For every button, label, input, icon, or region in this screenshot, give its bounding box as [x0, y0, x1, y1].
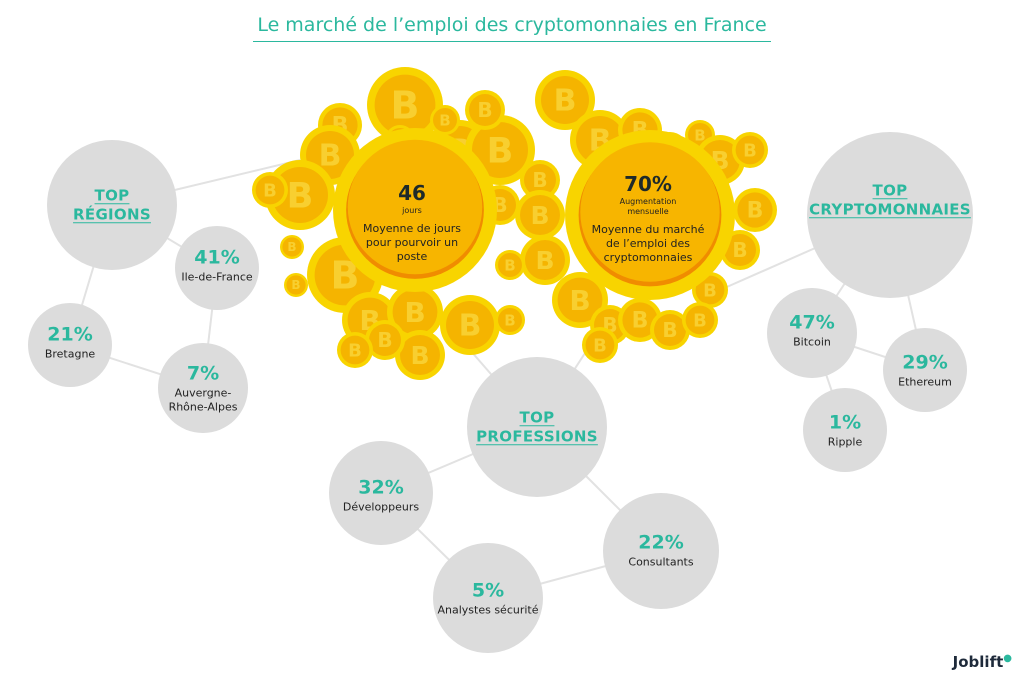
- coin-face: [374, 74, 436, 136]
- coin-face: [654, 314, 686, 346]
- coin-face: [392, 289, 438, 335]
- stat-bubble: [883, 328, 967, 412]
- coin-face: [369, 324, 401, 356]
- stat-bubble: [329, 441, 433, 545]
- joblift-logo: Joblift●: [952, 653, 1012, 671]
- stat-bubble: [603, 493, 719, 609]
- bitcoin-icon: B: [319, 139, 342, 174]
- bitcoin-icon: B: [263, 180, 277, 201]
- bitcoin-icon: B: [747, 199, 764, 224]
- bitcoin-icon: B: [694, 126, 705, 144]
- growth-stat: 70% Augmentation mensuelle Moyenne du marc…: [591, 171, 705, 264]
- bitcoin-icon: B: [410, 341, 429, 370]
- stat-bubble: [803, 388, 887, 472]
- bitcoin-icon: B: [743, 140, 757, 161]
- professions-heading: TOP PROFESSIONS: [476, 408, 598, 445]
- page-title: Le marché de l’emploi des cryptomonnaies…: [0, 14, 1024, 42]
- stat-bubble: [158, 343, 248, 433]
- bitcoin-icon: B: [487, 131, 514, 171]
- stat-bubble: [807, 132, 973, 298]
- big-coin-face: [580, 142, 720, 282]
- region-ile-de-france: 41% Ile-de-France: [181, 246, 253, 283]
- bitcoin-icon: B: [569, 284, 590, 317]
- bitcoin-icon: B: [732, 238, 747, 262]
- bitcoin-icon: B: [504, 311, 515, 329]
- cryptos-heading: TOP CRYPTOMONNAIES: [809, 181, 971, 218]
- coin-face: [724, 234, 756, 266]
- bitcoin-icon: B: [287, 176, 314, 216]
- coin-face: [498, 308, 522, 332]
- bitcoin-icon: B: [693, 310, 707, 331]
- bitcoin-icon: B: [632, 309, 649, 334]
- coin-face: [737, 192, 773, 228]
- stat-bubble: [433, 543, 543, 653]
- bitcoin-icon: B: [703, 280, 717, 301]
- coin-face: [735, 135, 765, 165]
- bitcoin-icon: B: [377, 328, 392, 352]
- stat-bubble: [47, 140, 177, 270]
- coin-face: [520, 195, 560, 235]
- stat-bubble: [467, 357, 607, 497]
- bitcoin-icon: B: [459, 309, 482, 344]
- coin-face: [400, 335, 440, 375]
- region-auvergne: 7% Auvergne- Rhône-Alpes: [168, 362, 238, 413]
- coin-face: [585, 330, 615, 360]
- bitcoin-icon: B: [391, 83, 420, 127]
- region-bretagne: 21% Bretagne: [44, 323, 96, 360]
- regions-heading: TOP RÉGIONS: [73, 186, 151, 223]
- crypto-bitcoin: 47% Bitcoin: [789, 311, 835, 348]
- bitcoin-icon: B: [532, 168, 547, 192]
- bitcoin-icon: B: [593, 335, 607, 356]
- bitcoin-icon: B: [554, 84, 577, 119]
- coin-face: [282, 237, 302, 257]
- profession-analystes: 5% Analystes sécurité: [437, 579, 539, 616]
- coin-face: [557, 277, 603, 323]
- bitcoin-icon: B: [439, 111, 450, 129]
- bitcoin-icon: B: [662, 318, 677, 342]
- coin-face: [695, 275, 725, 305]
- bitcoin-icon: B: [530, 201, 549, 230]
- coin-face: [525, 240, 565, 280]
- coin-face: [622, 302, 658, 338]
- coin-face: [685, 305, 715, 335]
- days-stat: 46 jours Moyenne de jours pour pourvoir un…: [363, 180, 461, 263]
- bitcoin-icon: B: [535, 246, 554, 275]
- coin-face: [472, 122, 528, 178]
- title-text: Le marché de l’emploi des cryptomonnaies…: [253, 14, 771, 42]
- profession-developpeurs: 32% Développeurs: [342, 476, 420, 513]
- big-coin-face: [347, 139, 483, 275]
- profession-consultants: 22% Consultants: [628, 531, 694, 568]
- bitcoin-icon: B: [404, 296, 425, 329]
- bitcoin-icon: B: [291, 278, 300, 292]
- crypto-ripple: 1% Ripple: [827, 411, 863, 448]
- stat-bubble: [175, 226, 259, 310]
- bitcoin-icon: B: [477, 98, 492, 122]
- bitcoin-icon: B: [348, 340, 362, 361]
- coin-face: [498, 253, 522, 277]
- coin-face: [469, 94, 501, 126]
- coin-face: [433, 108, 457, 132]
- stat-bubble: [28, 303, 112, 387]
- coin-face: [272, 167, 328, 223]
- stat-bubble: [767, 288, 857, 378]
- bitcoin-icon: B: [287, 240, 296, 254]
- coin-face: [255, 175, 285, 205]
- coin-face: [524, 164, 556, 196]
- coin-face: [541, 76, 589, 124]
- coin-face: [286, 275, 306, 295]
- coin-face: [446, 301, 494, 349]
- coin-face: [340, 335, 370, 365]
- bitcoin-icon: B: [504, 256, 515, 274]
- crypto-ethereum: 29% Ethereum: [898, 351, 952, 388]
